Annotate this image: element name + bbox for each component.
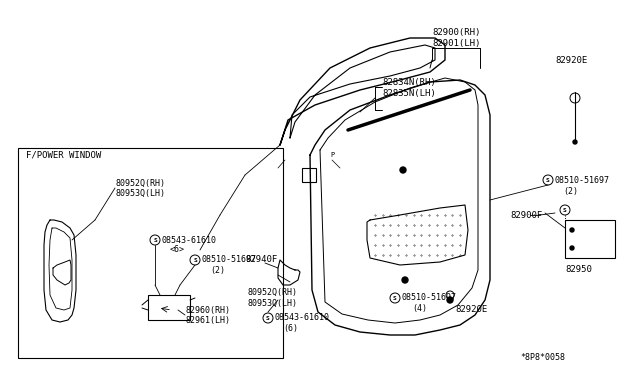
Text: 82920E: 82920E — [555, 55, 588, 64]
Bar — [148, 295, 190, 320]
Text: 82835N(LH): 82835N(LH) — [382, 89, 436, 97]
Text: 82960(RH): 82960(RH) — [185, 305, 230, 314]
Text: (4): (4) — [412, 305, 427, 314]
Text: (2): (2) — [210, 266, 225, 275]
Text: 08510-51697: 08510-51697 — [555, 176, 610, 185]
Bar — [565, 220, 615, 258]
Text: F/POWER WINDOW: F/POWER WINDOW — [26, 151, 101, 160]
Bar — [302, 168, 316, 182]
Text: (2): (2) — [563, 186, 578, 196]
Text: 80953Q(LH): 80953Q(LH) — [115, 189, 165, 198]
Text: 82950: 82950 — [565, 266, 592, 275]
Bar — [18, 148, 283, 358]
Text: 80952Q(RH): 80952Q(RH) — [115, 179, 165, 187]
Text: 82900F: 82900F — [510, 211, 542, 219]
Text: *8P8*0058: *8P8*0058 — [520, 353, 565, 362]
Circle shape — [570, 228, 574, 232]
Text: 08543-61610: 08543-61610 — [275, 314, 330, 323]
Text: 08510-51697: 08510-51697 — [402, 294, 457, 302]
Circle shape — [447, 297, 453, 303]
Circle shape — [570, 246, 574, 250]
Text: 82834N(RH): 82834N(RH) — [382, 77, 436, 87]
Text: 80953Q(LH): 80953Q(LH) — [248, 298, 298, 308]
Text: S: S — [563, 208, 567, 212]
Text: 82920E: 82920E — [455, 305, 487, 314]
Circle shape — [400, 167, 406, 173]
Text: 80952Q(RH): 80952Q(RH) — [248, 288, 298, 296]
Circle shape — [402, 277, 408, 283]
Circle shape — [573, 140, 577, 144]
Text: S: S — [393, 295, 397, 301]
Text: 08510-51697: 08510-51697 — [202, 256, 257, 264]
Text: 82961(LH): 82961(LH) — [185, 315, 230, 324]
Text: 82900(RH): 82900(RH) — [432, 28, 481, 36]
Text: 82940F: 82940F — [245, 256, 277, 264]
Text: S: S — [153, 237, 157, 243]
Text: 82901(LH): 82901(LH) — [432, 38, 481, 48]
Text: S: S — [193, 257, 197, 263]
Text: <6>: <6> — [170, 246, 185, 254]
Text: S: S — [546, 177, 550, 183]
Text: P: P — [330, 152, 334, 158]
Text: 08543-61610: 08543-61610 — [162, 235, 217, 244]
Text: (6): (6) — [283, 324, 298, 334]
Text: S: S — [266, 315, 270, 321]
